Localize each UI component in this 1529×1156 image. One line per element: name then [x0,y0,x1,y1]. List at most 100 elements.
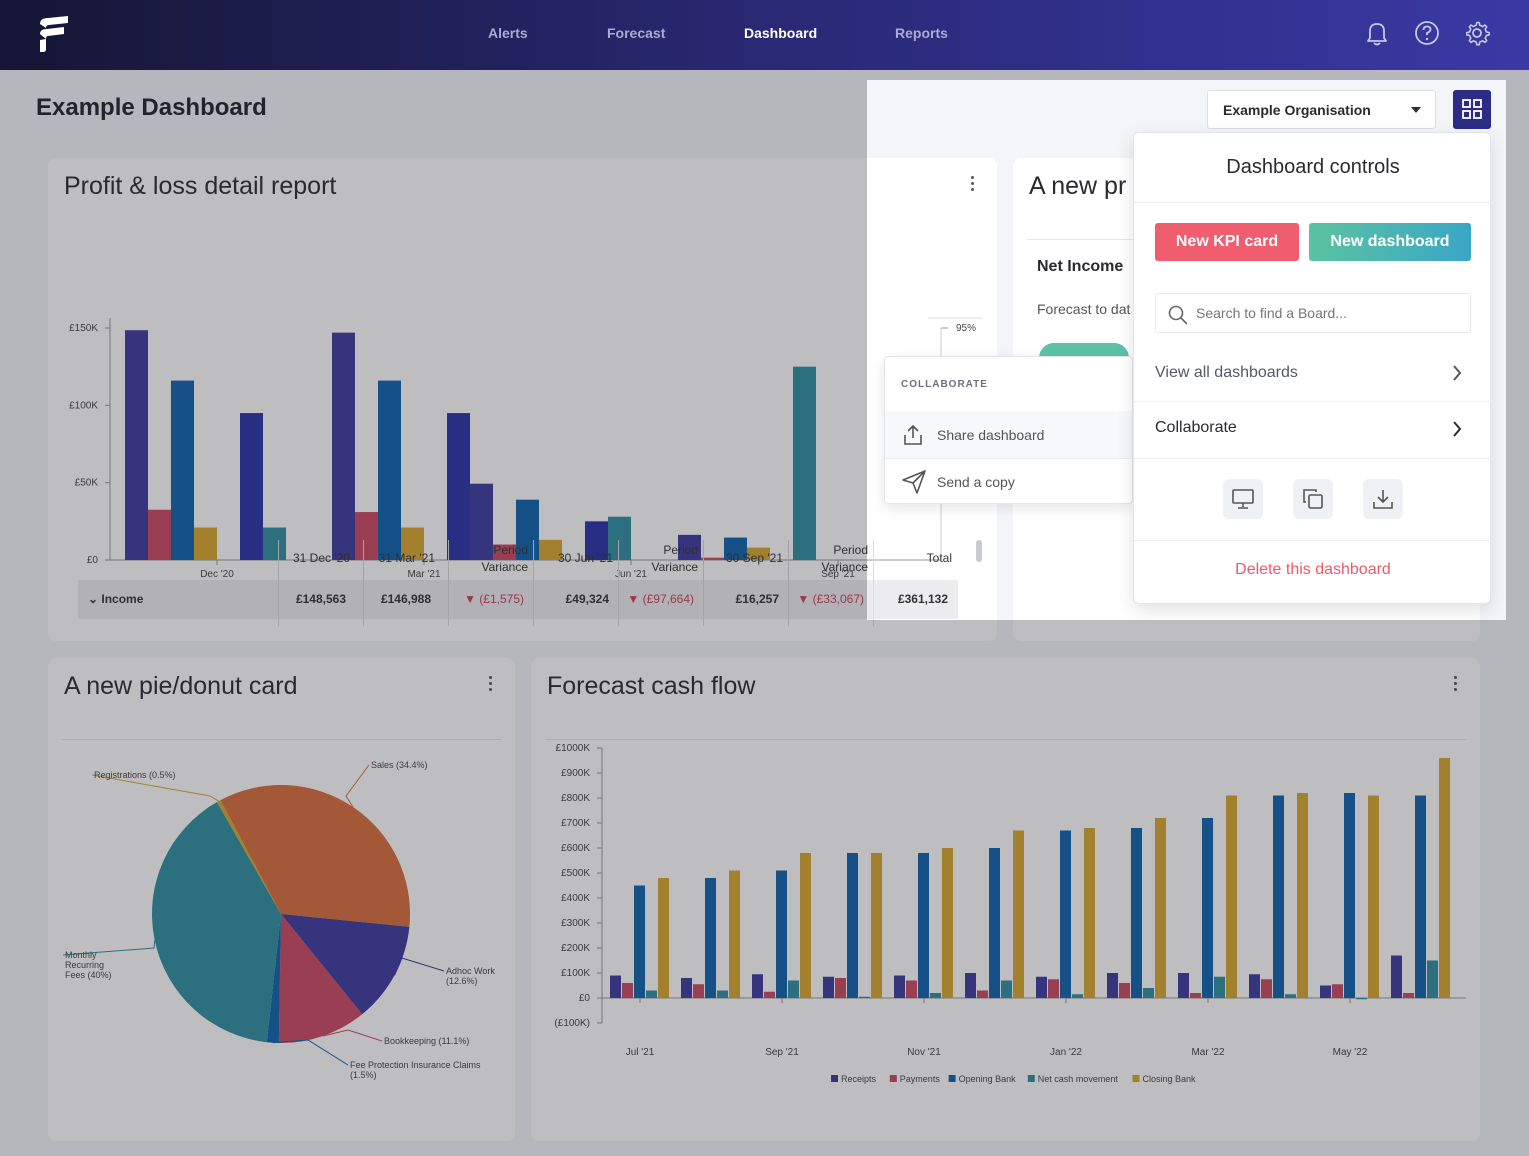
app-logo-icon[interactable] [36,14,72,54]
pie-leader-line [62,940,156,956]
nav-forecast[interactable]: Forecast [607,25,666,41]
cash-bar [1084,828,1095,998]
collaborate-row[interactable]: Collaborate [1134,402,1492,458]
cash-y-tick-label: £300K [561,918,590,929]
cash-x-tick-label: Mar '22 [1191,1047,1224,1058]
cash-bar [906,980,917,998]
pl-table-cell: £16,257 [735,592,779,606]
gear-icon[interactable] [1463,18,1491,48]
cash-bar [847,853,858,998]
cash-bar [1143,988,1154,998]
kpi-sub: Forecast to dat [1037,301,1131,317]
chevron-right-icon [1453,365,1462,381]
pl-row-label: ⌄ Income [88,592,144,606]
pl-bar [493,544,516,560]
new-dashboard-button[interactable]: New dashboard [1309,223,1471,261]
controls-divider-3 [1134,458,1492,459]
organisation-select[interactable]: Example Organisation [1207,90,1436,129]
view-all-dashboards-label: View all dashboards [1155,364,1298,381]
cash-legend-swatch [948,1075,956,1082]
cash-bar [1320,985,1331,998]
pl-y-tick-label: £100K [69,400,98,411]
cash-legend-swatch [1027,1075,1035,1082]
pie-card-menu-icon[interactable] [482,674,498,694]
cash-y-tick-label: £700K [561,818,590,829]
cash-card-menu-icon[interactable] [1447,674,1463,694]
cash-bar [1107,973,1118,998]
cash-bar [1190,993,1201,998]
pl-bar [194,527,217,560]
bell-icon[interactable] [1363,18,1391,48]
pl-bar [378,380,401,560]
cash-bar [776,870,787,998]
copy-icon [1303,489,1323,509]
pl-table-col-divider [448,540,449,626]
cash-bar [1297,793,1308,998]
pie-slice-label: Monthly Recurring Fees (40%) [65,950,112,980]
cash-bar [1178,973,1189,998]
pl-card: Profit & loss detail report £0 £50K £100K £… [48,158,997,641]
cash-bar [1439,758,1450,998]
cash-bar [800,853,811,998]
pie-leader-line [345,764,370,808]
kpi-card-title: A new pr [1029,172,1127,200]
nav-alerts[interactable]: Alerts [488,25,528,41]
send-icon [902,470,926,494]
cash-x-tick-label: May '22 [1333,1047,1368,1058]
send-copy-item[interactable]: Send a copy [885,459,1132,504]
share-dashboard-item[interactable]: Share dashboard [885,411,1132,458]
dashboard-controls-button[interactable] [1453,90,1491,129]
pl-table-header: Period Variance [651,543,698,574]
cash-bar [1001,980,1012,998]
delete-dashboard-button[interactable]: Delete this dashboard [1235,561,1391,578]
cash-bar [1427,960,1438,998]
pl-y-tick-label: £150K [69,323,98,334]
duplicate-button[interactable] [1293,479,1333,519]
cash-bar [717,990,728,998]
collaborate-label: Collaborate [1155,419,1237,436]
pl-table-scrollbar[interactable] [976,540,982,562]
pl-table-row[interactable] [78,580,958,619]
pl-table-cell: £146,988 [380,592,431,606]
download-button[interactable] [1363,479,1403,519]
cash-bar [788,980,799,998]
cash-legend-swatch [1132,1075,1140,1082]
controls-divider-4 [1134,540,1492,541]
cash-bar [1356,998,1367,1000]
cash-y-tick-label: £800K [561,793,590,804]
pl-card-title: Profit & loss detail report [64,172,337,200]
cash-bar [1072,994,1083,998]
cash-bar [918,853,929,998]
board-search-field[interactable] [1155,293,1471,333]
pl-bar [747,547,770,560]
pl-bar [125,330,148,560]
pl-table-col-divider [788,540,789,626]
help-icon[interactable] [1413,18,1441,48]
cash-bar [646,990,657,998]
dim-overlay-bottom [0,620,1529,1156]
board-search-input[interactable] [1196,303,1456,323]
new-kpi-card-button[interactable]: New KPI card [1155,223,1299,261]
cash-bar [1249,974,1260,998]
organisation-select-value: Example Organisation [1223,102,1371,118]
pl-table-cell: ▼ (£1,575) [464,592,524,606]
cash-bar [835,978,846,998]
nav-reports[interactable]: Reports [895,25,948,41]
pl-table-header: 31 Dec '20 [293,551,350,565]
pl-bar [148,509,171,560]
pl-bar [539,539,562,560]
view-all-dashboards-row[interactable]: View all dashboards [1134,348,1492,401]
cash-bar [942,848,953,998]
pl-card-menu-icon[interactable] [964,174,980,194]
present-button[interactable] [1223,479,1263,519]
pl-bar [470,483,493,560]
collaborate-heading: COLLABORATE [901,379,988,390]
cash-y-tick-label: £500K [561,868,590,879]
cash-bar [681,978,692,998]
cash-bar [1048,979,1059,998]
collab-divider [885,458,1132,459]
nav-dashboard[interactable]: Dashboard [744,25,818,41]
cash-bar [1060,830,1071,998]
page-title: Example Dashboard [36,94,267,121]
pl-table-col-divider [533,540,534,626]
